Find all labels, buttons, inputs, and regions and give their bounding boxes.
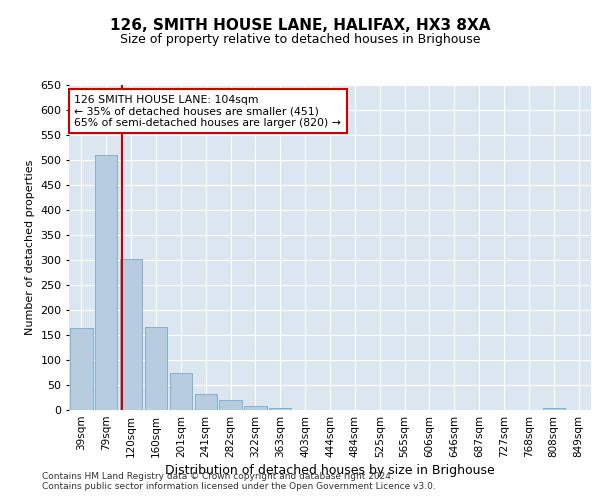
Text: Size of property relative to detached houses in Brighouse: Size of property relative to detached ho… bbox=[120, 32, 480, 46]
Bar bbox=[194, 394, 217, 410]
Bar bbox=[120, 259, 142, 410]
Text: Contains public sector information licensed under the Open Government Licence v3: Contains public sector information licen… bbox=[42, 482, 436, 491]
Text: 126, SMITH HOUSE LANE, HALIFAX, HX3 8XA: 126, SMITH HOUSE LANE, HALIFAX, HX3 8XA bbox=[110, 18, 490, 32]
Bar bbox=[170, 372, 192, 410]
Bar bbox=[220, 400, 242, 410]
Bar bbox=[95, 155, 118, 410]
Y-axis label: Number of detached properties: Number of detached properties bbox=[25, 160, 35, 335]
Text: Contains HM Land Registry data © Crown copyright and database right 2024.: Contains HM Land Registry data © Crown c… bbox=[42, 472, 394, 481]
Bar bbox=[70, 328, 92, 410]
Bar bbox=[145, 326, 167, 410]
X-axis label: Distribution of detached houses by size in Brighouse: Distribution of detached houses by size … bbox=[165, 464, 495, 477]
Bar bbox=[244, 406, 266, 410]
Text: 126 SMITH HOUSE LANE: 104sqm
← 35% of detached houses are smaller (451)
65% of s: 126 SMITH HOUSE LANE: 104sqm ← 35% of de… bbox=[74, 94, 341, 128]
Bar bbox=[269, 408, 292, 410]
Bar bbox=[542, 408, 565, 410]
